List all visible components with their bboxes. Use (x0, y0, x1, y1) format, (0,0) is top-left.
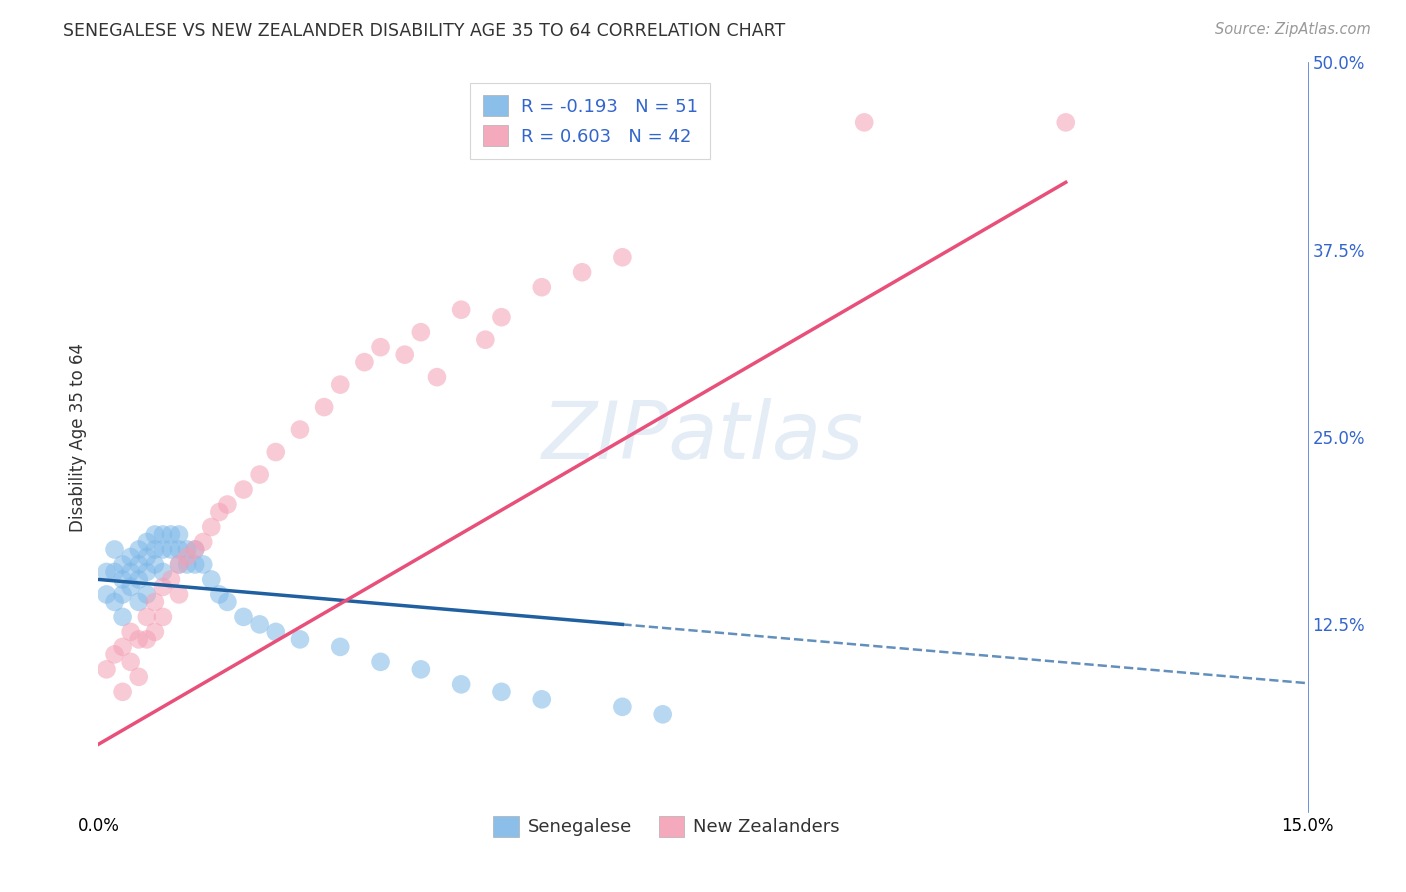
Point (160, 573, 183, 587)
Point (530, 692, 553, 706)
Point (176, 542, 198, 557)
Point (853, 115, 876, 129)
Point (288, 632, 311, 647)
Point (143, 624, 166, 639)
Point (111, 640, 134, 654)
Point (135, 587, 157, 601)
Point (1054, 115, 1077, 129)
Point (249, 617, 271, 632)
Point (176, 549, 198, 564)
Point (128, 595, 150, 609)
Point (135, 535, 157, 549)
Point (200, 573, 222, 587)
Point (143, 542, 166, 557)
Point (111, 685, 134, 699)
Y-axis label: Disability Age 35 to 64: Disability Age 35 to 64 (69, 343, 87, 532)
Point (152, 527, 174, 541)
Point (135, 565, 157, 579)
Point (120, 624, 142, 639)
Point (111, 587, 134, 601)
Point (128, 558, 150, 572)
Point (264, 445, 287, 459)
Point (96, 565, 118, 579)
Point (232, 483, 254, 497)
Point (120, 580, 142, 594)
Point (264, 624, 287, 639)
Point (135, 632, 157, 647)
Point (193, 535, 215, 549)
Point (193, 558, 215, 572)
Point (571, 265, 593, 279)
Text: SENEGALESE VS NEW ZEALANDER DISABILITY AGE 35 TO 64 CORRELATION CHART: SENEGALESE VS NEW ZEALANDER DISABILITY A… (63, 22, 786, 40)
Point (249, 467, 271, 482)
Point (491, 310, 513, 325)
Point (530, 280, 553, 294)
Point (160, 542, 183, 557)
Point (651, 707, 673, 722)
Point (184, 542, 207, 557)
Point (120, 565, 142, 579)
Point (167, 558, 190, 572)
Point (167, 558, 190, 572)
Point (135, 610, 157, 624)
Point (167, 527, 190, 541)
Point (135, 549, 157, 564)
Point (353, 355, 375, 369)
Point (103, 648, 125, 662)
Point (232, 610, 254, 624)
Point (128, 573, 150, 587)
Point (143, 558, 166, 572)
Point (612, 699, 634, 714)
Point (217, 595, 239, 609)
Point (152, 610, 174, 624)
Point (103, 542, 125, 557)
Point (176, 558, 198, 572)
Point (120, 655, 142, 669)
Point (128, 670, 150, 684)
Point (120, 549, 142, 564)
Point (450, 677, 472, 691)
Point (152, 580, 174, 594)
Point (208, 587, 231, 601)
Point (111, 610, 134, 624)
Point (314, 400, 336, 414)
Point (111, 573, 134, 587)
Legend: Senegalese, New Zealanders: Senegalese, New Zealanders (486, 809, 848, 844)
Point (208, 505, 231, 519)
Point (167, 542, 190, 557)
Text: Source: ZipAtlas.com: Source: ZipAtlas.com (1215, 22, 1371, 37)
Point (329, 377, 352, 392)
Point (426, 370, 449, 384)
Point (103, 565, 125, 579)
Point (409, 662, 432, 676)
Point (288, 423, 311, 437)
Point (217, 498, 239, 512)
Point (450, 302, 472, 317)
Point (152, 542, 174, 557)
Point (167, 587, 190, 601)
Point (96, 587, 118, 601)
Point (370, 340, 392, 354)
Point (329, 640, 352, 654)
Point (143, 595, 166, 609)
Point (370, 655, 392, 669)
Point (184, 542, 207, 557)
Point (491, 685, 513, 699)
Point (143, 527, 166, 541)
Point (152, 565, 174, 579)
Point (409, 325, 432, 339)
Point (128, 632, 150, 647)
Point (111, 558, 134, 572)
Point (184, 558, 207, 572)
Point (612, 250, 634, 264)
Point (200, 520, 222, 534)
Text: ZIPatlas: ZIPatlas (541, 398, 865, 476)
Point (394, 348, 416, 362)
Point (128, 542, 150, 557)
Point (474, 333, 496, 347)
Point (160, 527, 183, 541)
Point (103, 595, 125, 609)
Point (96, 662, 118, 676)
